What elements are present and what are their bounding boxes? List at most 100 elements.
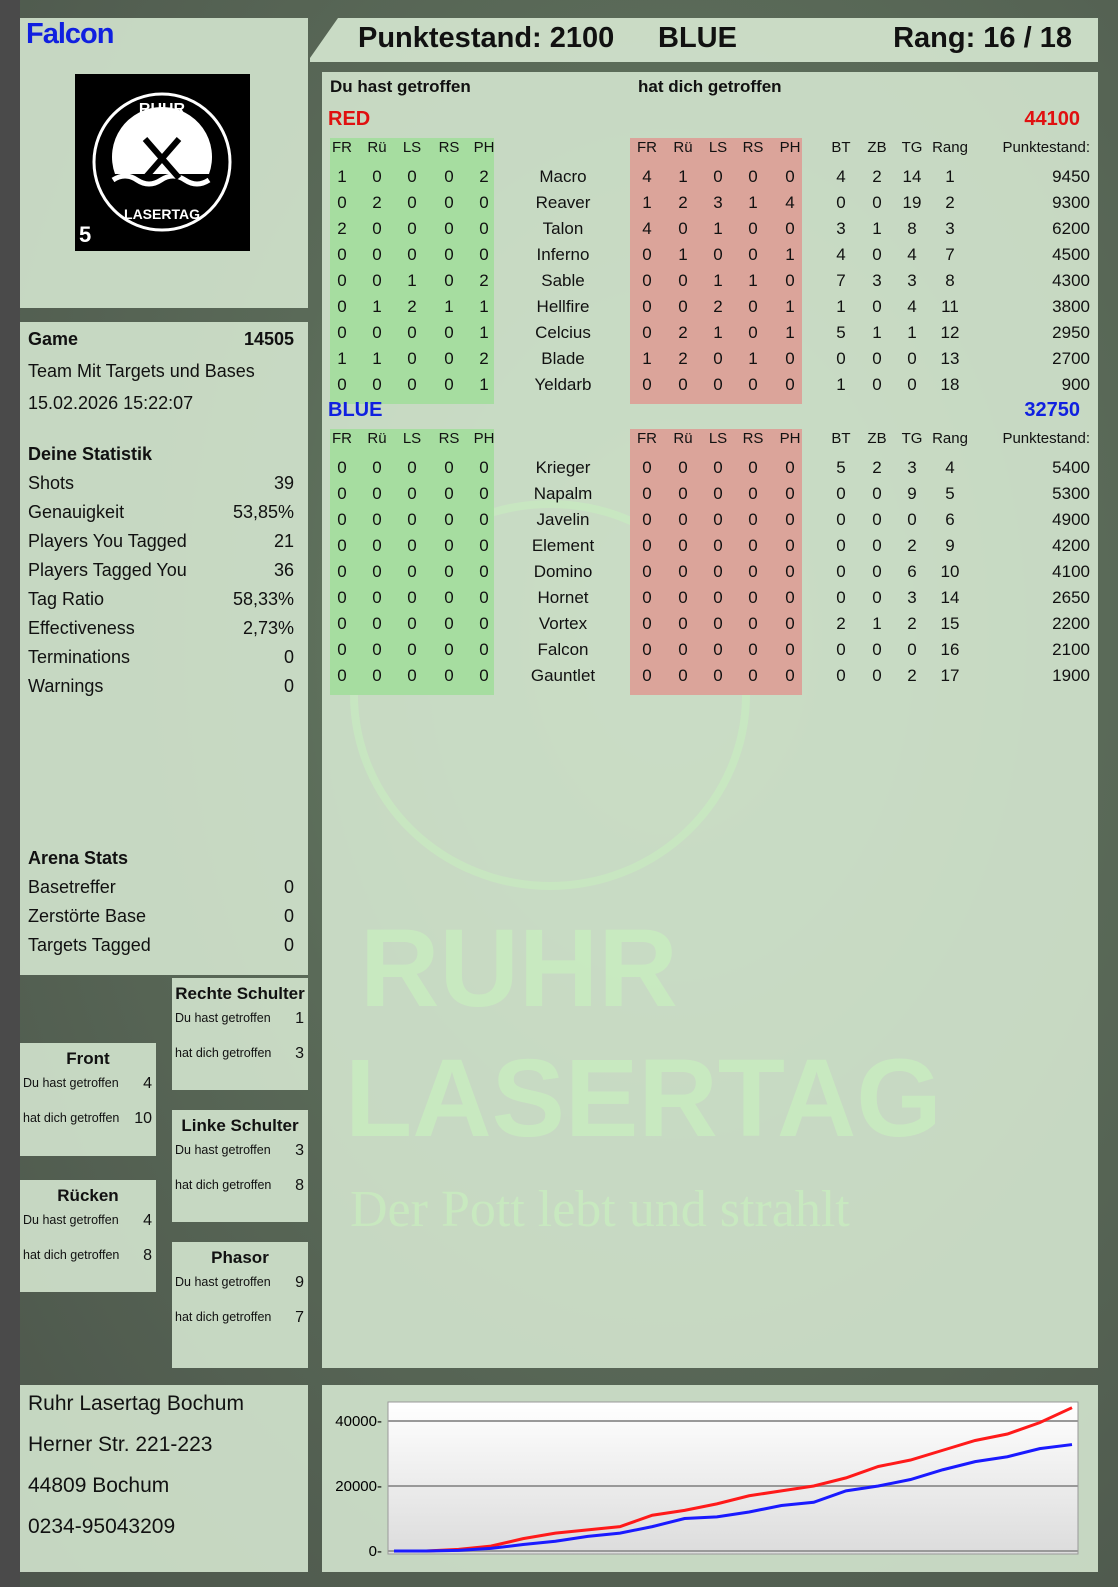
hit-you-cell: 4 <box>642 167 652 186</box>
hit-you-cell: 0 <box>713 245 723 264</box>
player-name-cell: Element <box>531 536 595 555</box>
stat-cell: 5 <box>945 484 955 503</box>
hit-you-cell: 0 <box>748 484 758 503</box>
you-hit-cell: 0 <box>444 510 454 529</box>
player-score: Punktestand: 2100 <box>358 22 615 54</box>
points-cell: 6200 <box>1052 219 1090 238</box>
hit-you-cell: 0 <box>713 167 723 186</box>
points-cell: 2950 <box>1052 323 1090 342</box>
zone-hit-you-value: 8 <box>143 1247 152 1264</box>
you-hit-cell: 0 <box>479 245 489 264</box>
col-header: PH <box>779 139 801 156</box>
svg-text:5: 5 <box>79 222 91 247</box>
stat-cell: 7 <box>945 245 955 264</box>
player-row: 0 0 0 0 1 Yeldarb 0 0 0 0 0 1 0 0 18 900 <box>330 375 1090 401</box>
hit-you-title: hat dich getroffen <box>638 77 782 96</box>
hit-you-cell: 0 <box>678 484 688 503</box>
player-row: 1 1 0 0 2 Blade 1 2 0 1 0 0 0 0 13 2700 <box>330 349 1090 375</box>
you-hit-cell: 0 <box>479 458 489 477</box>
col-header: Rang <box>932 139 968 156</box>
arena-label: Targets Tagged <box>28 935 151 955</box>
hit-you-cell: 0 <box>748 323 758 342</box>
stat-cell: 1 <box>836 297 846 316</box>
hit-you-cell: 0 <box>642 614 652 633</box>
zone-you-hit-value: 1 <box>295 1010 304 1027</box>
hit-you-cell: 0 <box>713 484 723 503</box>
hit-you-cell: 0 <box>748 588 758 607</box>
stat-cell: 17 <box>940 666 960 685</box>
hit-you-cell: 1 <box>748 271 758 290</box>
you-hit-cell: 0 <box>372 588 382 607</box>
hit-you-cell: 0 <box>642 271 652 290</box>
stat-cell: 19 <box>902 193 922 212</box>
game-label: Game <box>28 329 79 349</box>
hit-you-cell: 0 <box>713 458 723 477</box>
zone-back: Rücken Du hast getroffen 4 hat dich getroff… <box>20 1180 156 1292</box>
you-hit-cell: 0 <box>479 219 489 238</box>
zone-hit-you-value: 7 <box>295 1309 304 1326</box>
hit-you-cell: 1 <box>785 323 795 342</box>
hit-you-cell: 0 <box>678 271 688 290</box>
you-hit-cell: 0 <box>407 245 417 264</box>
hit-you-cell: 1 <box>678 167 688 186</box>
hit-you-cell: 0 <box>713 375 723 394</box>
hit-you-cell: 0 <box>678 614 688 633</box>
zone-phasor: Phasor Du hast getroffen 9 hat dich getroff… <box>172 1242 308 1368</box>
you-hit-cell: 0 <box>337 271 347 290</box>
you-hit-cell: 2 <box>479 349 489 368</box>
club-logo: RUHR LASERTAG 5 <box>75 74 250 251</box>
stat-cell: 5 <box>836 323 846 342</box>
stat-cell: 3 <box>836 219 846 238</box>
you-hit-cell: 0 <box>479 536 489 555</box>
stat-cell: 0 <box>872 666 882 685</box>
hit-you-cell: 1 <box>642 349 652 368</box>
hit-you-cell: 2 <box>678 193 688 212</box>
arena-value: 0 <box>283 935 294 955</box>
you-hit-cell: 0 <box>337 375 347 394</box>
hit-you-cell: 0 <box>713 562 723 581</box>
game-row: Game 14505 <box>28 329 294 350</box>
player-name-cell: Gauntlet <box>530 666 596 685</box>
stat-cell: 1 <box>945 167 955 186</box>
you-hit-cell: 0 <box>444 219 454 238</box>
points-cell: 5400 <box>1052 458 1090 477</box>
you-hit-cell: 0 <box>407 375 417 394</box>
hit-you-cell: 0 <box>785 588 795 607</box>
stat-label: Players Tagged You <box>28 560 187 580</box>
points-cell: 4100 <box>1052 562 1090 581</box>
stat-cell: 0 <box>836 588 846 607</box>
arena-label: Basetreffer <box>28 877 116 897</box>
player-row: 2 0 0 0 0 Talon 4 0 1 0 0 3 1 8 3 6200 <box>330 219 1090 245</box>
stat-row: Tag Ratio 58,33% <box>28 589 294 610</box>
you-hit-cell: 0 <box>407 349 417 368</box>
you-hit-cell: 0 <box>337 323 347 342</box>
col-header: PH <box>473 139 495 156</box>
player-name-cell: Hellfire <box>536 297 590 316</box>
you-hit-cell: 0 <box>407 666 417 685</box>
hit-you-cell: 0 <box>678 510 688 529</box>
stat-cell: 0 <box>907 349 917 368</box>
player-row: 0 0 0 0 0 Krieger 0 0 0 0 0 5 2 3 4 5400 <box>330 458 1090 484</box>
you-hit-cell: 0 <box>479 666 489 685</box>
hit-you-cell: 0 <box>642 297 652 316</box>
you-hit-cell: 0 <box>372 666 382 685</box>
header-row: FR FR Rü Rü LS LS RS RS PH PH BT ZB TG Rang Punktestan… <box>330 430 1090 456</box>
col-header: FR <box>332 430 352 447</box>
svg-text:LASERTAG: LASERTAG <box>124 206 200 222</box>
col-header: FR <box>332 139 352 156</box>
player-row: 0 0 0 0 0 Napalm 0 0 0 0 0 0 0 9 5 5300 <box>330 484 1090 510</box>
player-name-cell: Vortex <box>538 614 588 633</box>
you-hit-cell: 0 <box>372 562 382 581</box>
stat-cell: 0 <box>872 562 882 581</box>
you-hit-cell: 0 <box>444 323 454 342</box>
zone-hit-you-value: 3 <box>295 1045 304 1062</box>
you-hit-title: Du hast getroffen <box>330 77 471 96</box>
stat-row: Terminations 0 <box>28 647 294 668</box>
you-hit-highlight <box>330 138 494 404</box>
stat-cell: 18 <box>940 375 960 394</box>
hit-you-cell: 0 <box>785 666 795 685</box>
hit-you-cell: 0 <box>678 536 688 555</box>
hit-you-cell: 0 <box>748 219 758 238</box>
stat-cell: 0 <box>836 640 846 659</box>
zone-you-hit-label: Du hast getroffen <box>23 1213 119 1227</box>
